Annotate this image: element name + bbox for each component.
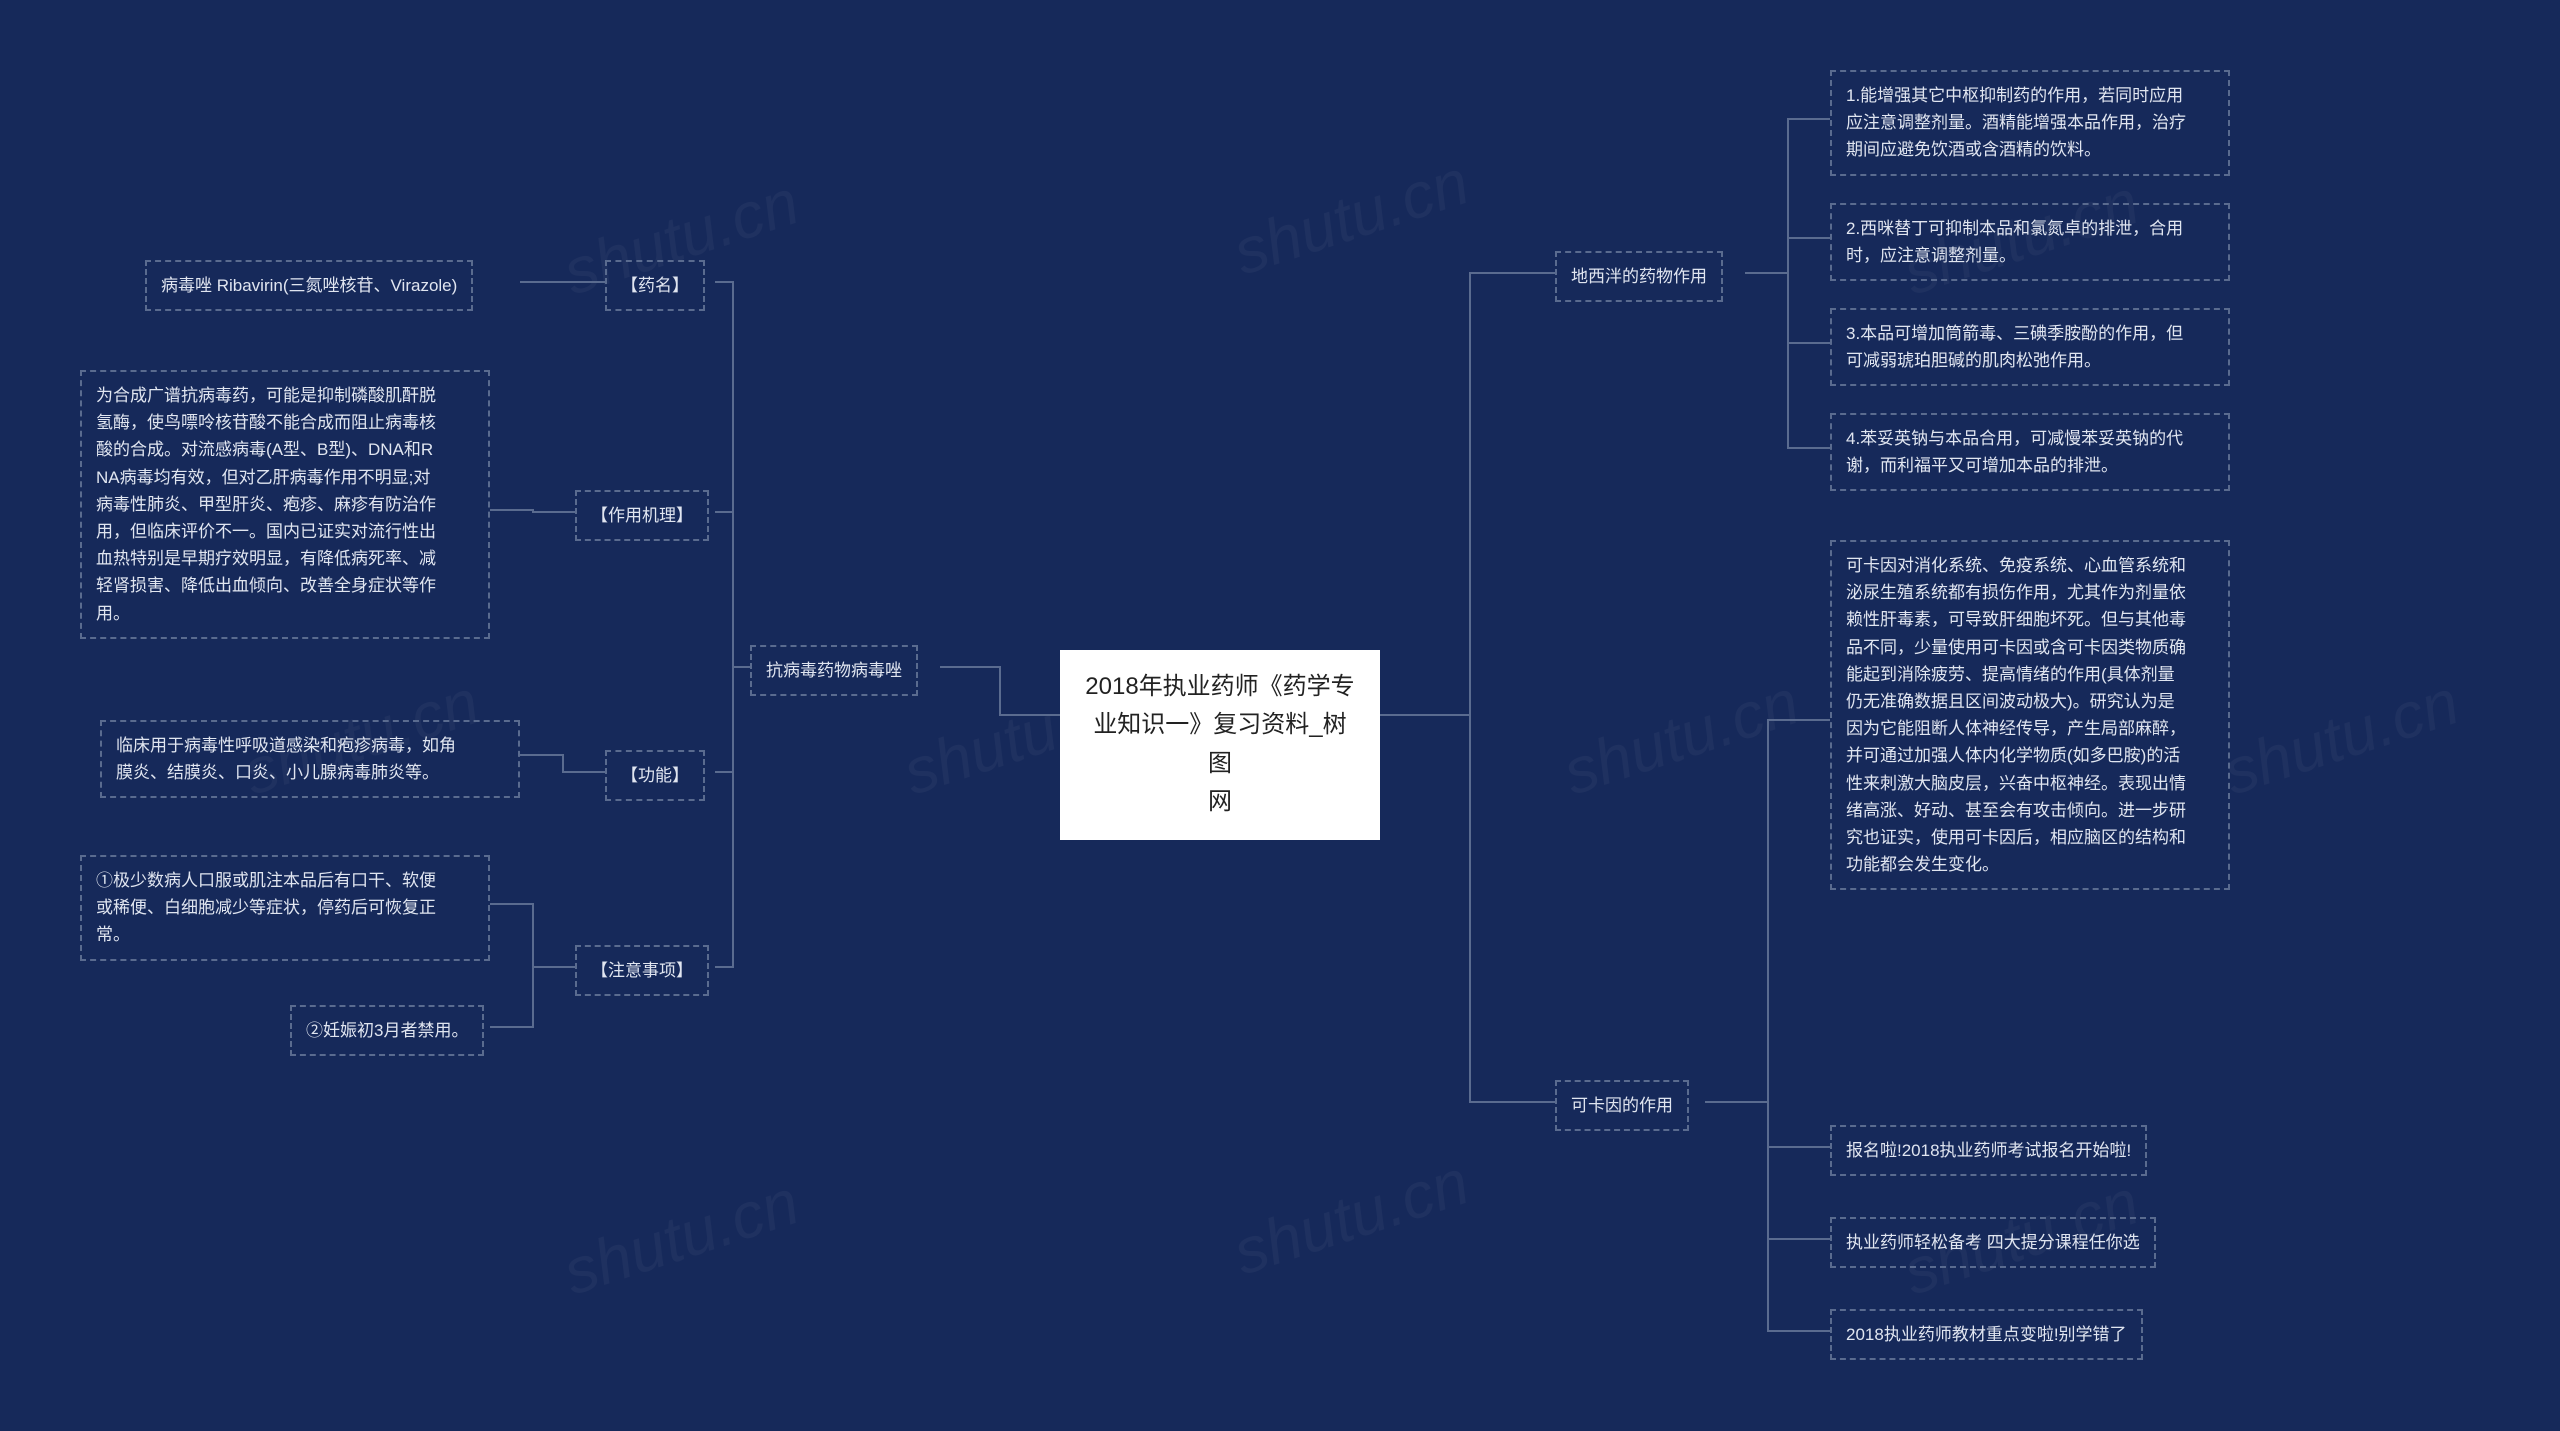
diazepam-note-1: 1.能增强其它中枢抑制药的作用，若同时应用 应注意调整剂量。酒精能增强本品作用，… <box>1830 70 2230 176</box>
watermark: shutu.cn <box>1554 664 1807 809</box>
cocaine-note-4: 2018执业药师教材重点变啦!别学错了 <box>1830 1309 2143 1360</box>
cocaine-note-2: 报名啦!2018执业药师考试报名开始啦! <box>1830 1125 2147 1176</box>
branch-cocaine: 可卡因的作用 <box>1555 1080 1689 1131</box>
leaf-caution-1: ①极少数病人口服或肌注本品后有口干、软便 或稀便、白细胞减少等症状，停药后可恢复… <box>80 855 490 961</box>
watermark: shutu.cn <box>554 1164 807 1309</box>
sub-function: 【功能】 <box>605 750 705 801</box>
leaf-mechanism: 为合成广谱抗病毒药，可能是抑制磷酸肌酐脱 氢酶，使鸟嘌呤核苷酸不能合成而阻止病毒… <box>80 370 490 639</box>
diazepam-note-3: 3.本品可增加筒箭毒、三碘季胺酚的作用，但 可减弱琥珀胆碱的肌肉松弛作用。 <box>1830 308 2230 386</box>
sub-drugname: 【药名】 <box>605 260 705 311</box>
diazepam-note-2: 2.西咪替丁可抑制本品和氯氮卓的排泄，合用 时，应注意调整剂量。 <box>1830 203 2230 281</box>
cocaine-note-1: 可卡因对消化系统、免疫系统、心血管系统和 泌尿生殖系统都有损伤作用，尤其作为剂量… <box>1830 540 2230 890</box>
leaf-caution-2: ②妊娠初3月者禁用。 <box>290 1005 484 1056</box>
root-node: 2018年执业药师《药学专 业知识一》复习资料_树图 网 <box>1060 650 1380 840</box>
cocaine-note-3: 执业药师轻松备考 四大提分课程任你选 <box>1830 1217 2156 1268</box>
watermark: shutu.cn <box>1224 1144 1477 1289</box>
leaf-drugname: 病毒唑 Ribavirin(三氮唑核苷、Virazole) <box>145 260 473 311</box>
watermark: shutu.cn <box>2214 664 2467 809</box>
watermark: shutu.cn <box>1224 144 1477 289</box>
branch-antiviral: 抗病毒药物病毒唑 <box>750 645 918 696</box>
sub-caution: 【注意事项】 <box>575 945 709 996</box>
leaf-function: 临床用于病毒性呼吸道感染和疱疹病毒，如角 膜炎、结膜炎、口炎、小儿腺病毒肺炎等。 <box>100 720 520 798</box>
sub-mechanism: 【作用机理】 <box>575 490 709 541</box>
diazepam-note-4: 4.苯妥英钠与本品合用，可减慢苯妥英钠的代 谢，而利福平又可增加本品的排泄。 <box>1830 413 2230 491</box>
branch-diazepam: 地西泮的药物作用 <box>1555 251 1723 302</box>
